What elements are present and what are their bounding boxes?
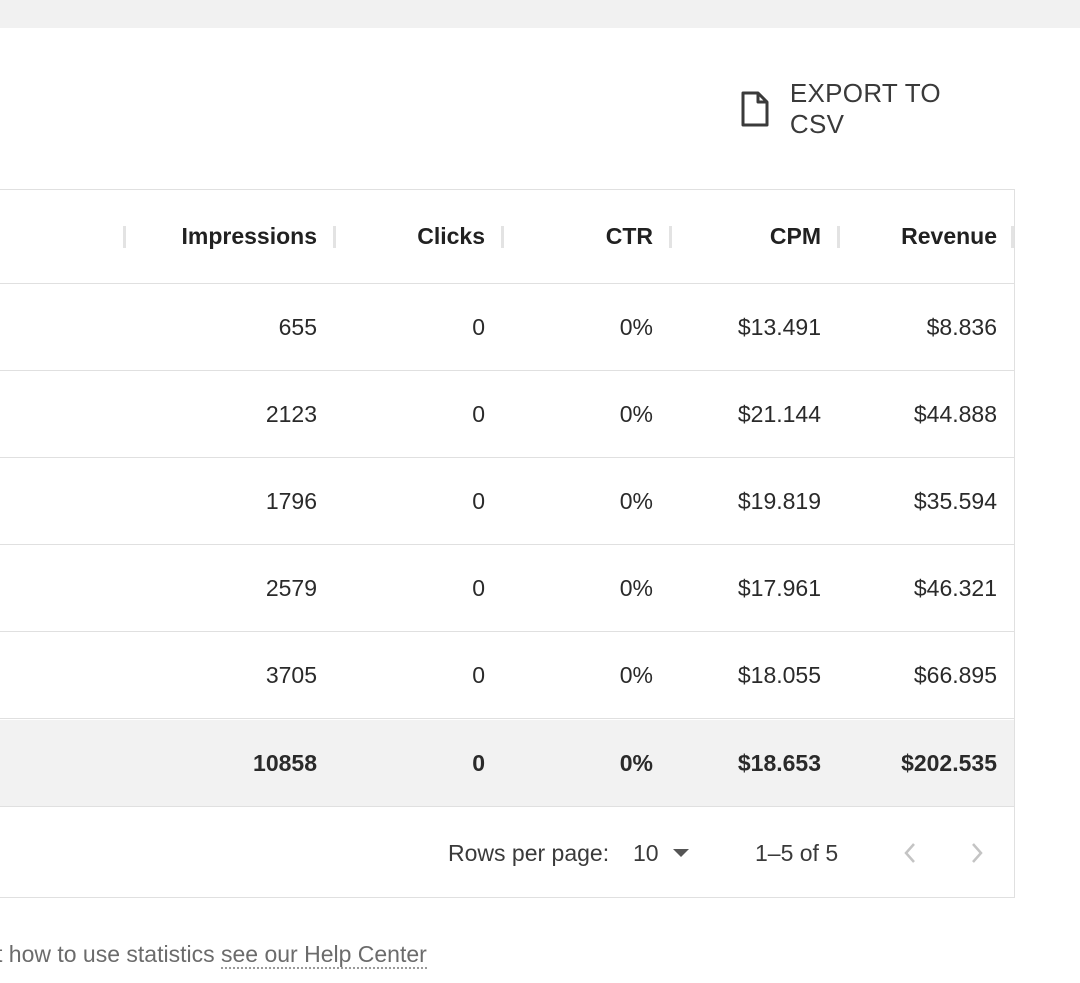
clicks-cell: 0 [472,400,485,427]
table-row: 3705 0 0% $18.055 $66.895 [0,632,1014,719]
help-center-link[interactable]: see our Help Center [220,941,427,969]
chevron-left-icon [904,843,915,863]
column-header-revenue[interactable]: Revenue [901,223,997,249]
export-csv-label: EXPORT TO CSV [789,78,941,139]
column-resize-handle[interactable] [501,226,504,248]
table-header-row: Impressions Clicks CTR CPM Revenue [0,190,1014,284]
rows-per-page-select[interactable]: 10 [633,809,689,897]
cpm-cell: $17.961 [737,574,821,601]
column-resize-handle[interactable] [333,226,336,248]
column-header-impressions[interactable]: Impressions [181,223,318,249]
revenue-cell: $35.594 [913,487,997,514]
total-clicks-cell: 0 [472,749,485,776]
dropdown-arrow-icon [672,849,689,857]
rows-per-page-label: Rows per page: [448,839,610,866]
file-icon [740,91,772,127]
top-bar [0,0,1080,28]
clicks-cell: 0 [472,661,485,688]
clicks-cell: 0 [472,487,485,514]
next-page-button[interactable] [957,809,997,897]
cpm-cell: $21.144 [737,400,821,427]
ctr-cell: 0% [619,313,653,340]
table-total-row: 10858 0 0% $18.653 $202.535 [0,720,1014,807]
ctr-cell: 0% [619,400,653,427]
table-row: 2579 0 0% $17.961 $46.321 [0,545,1014,632]
total-ctr-cell: 0% [619,749,653,776]
revenue-cell: $8.836 [926,313,997,340]
previous-page-button[interactable] [890,809,930,897]
column-header-cpm[interactable]: CPM [769,223,821,249]
clicks-cell: 0 [472,574,485,601]
impressions-cell: 2579 [265,574,317,601]
help-text-prefix: t how to use statistics [0,941,221,967]
total-impressions-cell: 10858 [253,749,317,776]
table-row: 1796 0 0% $19.819 $35.594 [0,458,1014,545]
cpm-cell: $13.491 [737,313,821,340]
export-csv-button[interactable]: EXPORT TO CSV [732,78,1002,139]
column-resize-handle[interactable] [669,226,672,248]
ctr-cell: 0% [619,574,653,601]
rows-per-page-value: 10 [633,839,659,866]
pagination-range: 1–5 of 5 [755,839,839,866]
statistics-table: Impressions Clicks CTR CPM Revenue 655 0… [0,189,1015,898]
total-cpm-cell: $18.653 [737,749,821,776]
table-row: 655 0 0% $13.491 $8.836 [0,284,1014,371]
impressions-cell: 3705 [265,661,317,688]
revenue-cell: $46.321 [913,574,997,601]
pagination-bar: Rows per page: 10 1–5 of 5 [0,809,1014,897]
total-revenue-cell: $202.535 [901,749,997,776]
impressions-cell: 2123 [265,400,317,427]
table-row: 2123 0 0% $21.144 $44.888 [0,371,1014,458]
revenue-cell: $66.895 [913,661,997,688]
cpm-cell: $19.819 [737,487,821,514]
impressions-cell: 655 [278,313,317,340]
cpm-cell: $18.055 [737,661,821,688]
clicks-cell: 0 [472,313,485,340]
help-text: t how to use statistics see our Help Cen… [0,941,427,969]
chevron-right-icon [972,843,983,863]
revenue-cell: $44.888 [913,400,997,427]
column-resize-handle[interactable] [1011,226,1014,248]
column-resize-handle[interactable] [837,226,840,248]
ctr-cell: 0% [619,661,653,688]
column-header-ctr[interactable]: CTR [605,223,653,249]
column-resize-handle[interactable] [123,226,126,248]
ctr-cell: 0% [619,487,653,514]
column-header-clicks[interactable]: Clicks [417,223,485,249]
impressions-cell: 1796 [265,487,317,514]
